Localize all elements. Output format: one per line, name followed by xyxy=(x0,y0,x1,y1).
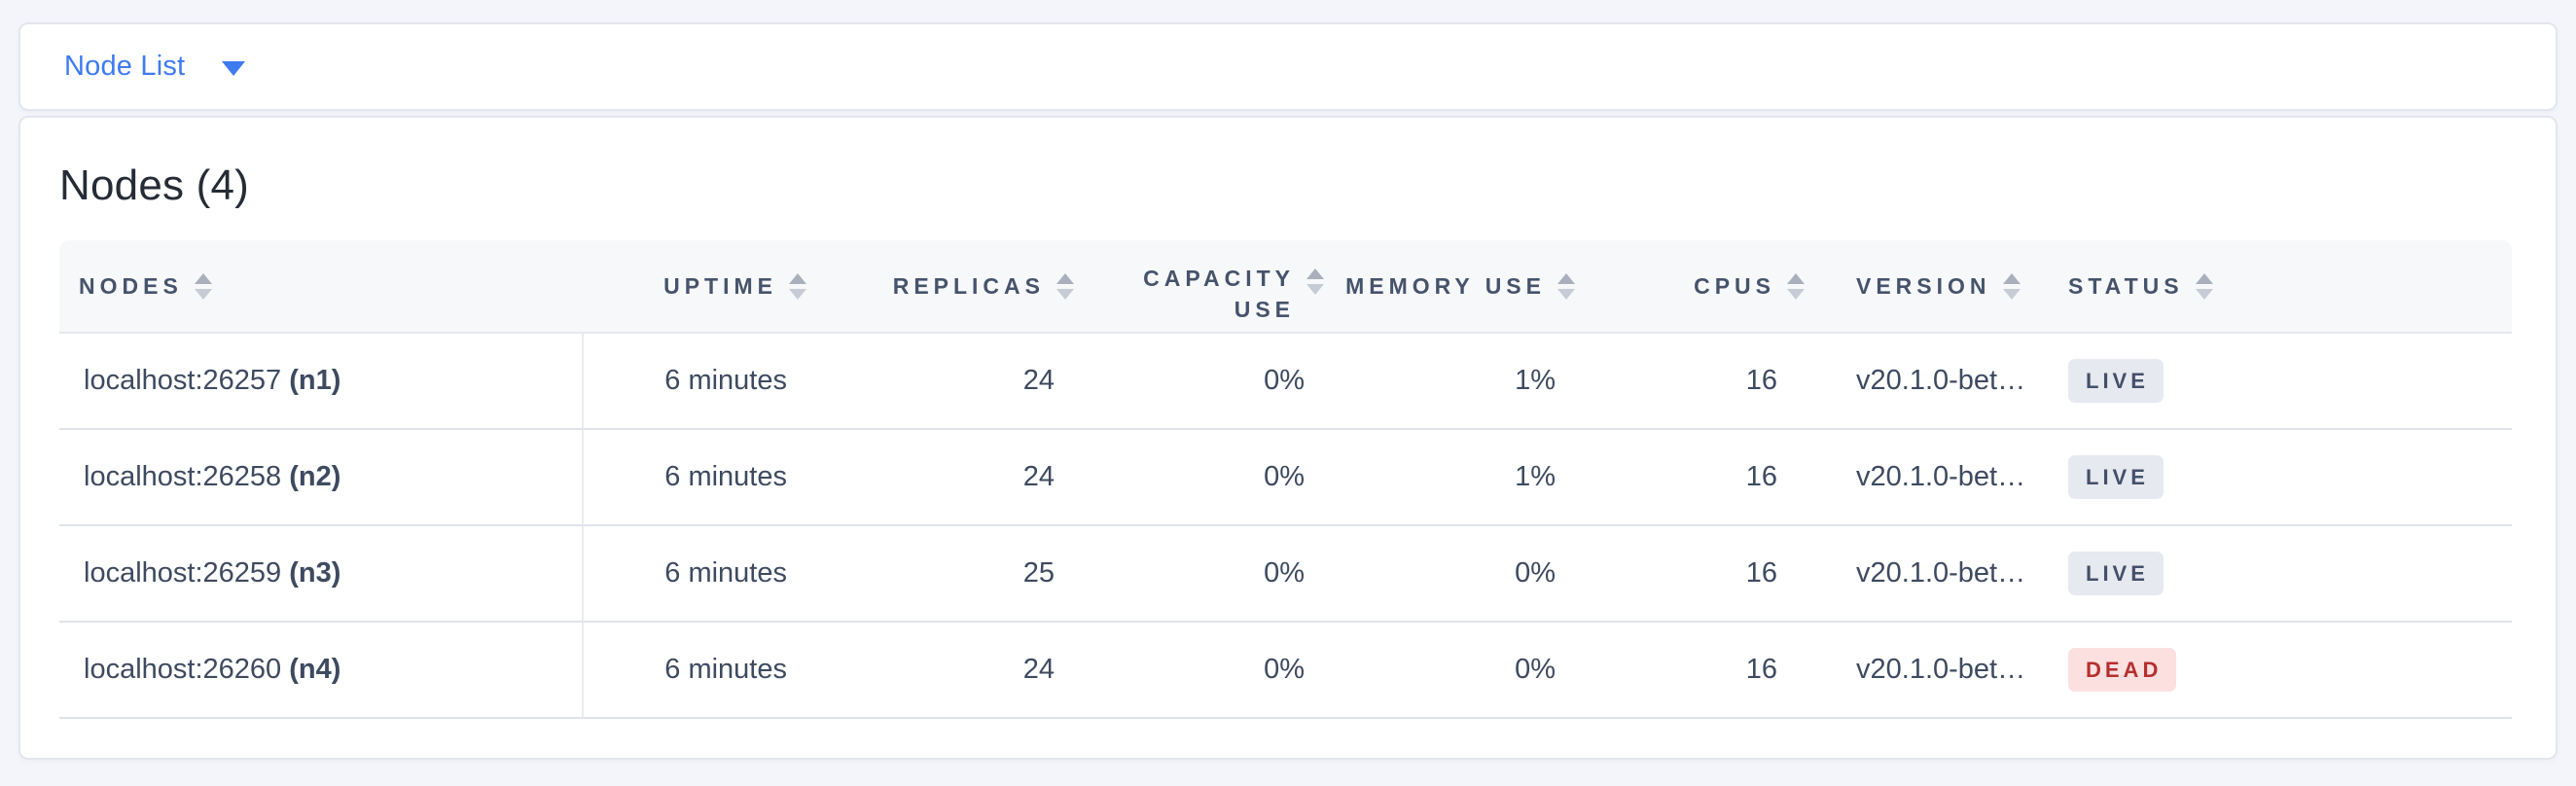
view-selector-label: Node List xyxy=(64,51,186,82)
column-label: CPUS xyxy=(1694,272,1775,299)
sort-icon xyxy=(789,272,806,300)
status-badge: LIVE xyxy=(2068,455,2164,499)
node-id: (n1) xyxy=(289,365,341,396)
cell-memory-use: 0% xyxy=(1324,623,1575,719)
column-label: REPLICAS xyxy=(892,272,1045,299)
table-header-row: NODES UPTIME REPLICAS CAPACITY USE xyxy=(59,240,2512,334)
column-label: MEMORY USE xyxy=(1345,272,1546,299)
table-row: localhost:26258 (n2) 6 minutes 24 0% 1% … xyxy=(59,430,2512,526)
status-badge: DEAD xyxy=(2068,648,2177,692)
sort-icon xyxy=(2195,272,2213,300)
chevron-down-icon xyxy=(222,61,246,76)
cell-replicas: 24 xyxy=(806,334,1074,430)
cell-uptime: 6 minutes xyxy=(584,430,806,526)
column-header-replicas[interactable]: REPLICAS xyxy=(806,240,1074,334)
sort-icon xyxy=(2002,272,2021,300)
sort-icon xyxy=(1557,272,1575,300)
column-header-capacity-use[interactable]: CAPACITY USE xyxy=(1074,240,1324,334)
cell-replicas: 24 xyxy=(806,430,1074,526)
column-header-nodes[interactable]: NODES xyxy=(59,240,584,334)
node-id: (n4) xyxy=(289,654,341,685)
cell-version: v20.1.0-bet… xyxy=(1816,623,2050,719)
cell-memory-use: 0% xyxy=(1324,526,1575,623)
node-id: (n3) xyxy=(289,557,341,589)
cell-capacity-use: 0% xyxy=(1074,526,1324,623)
view-selector-dropdown[interactable]: Node List xyxy=(64,51,246,83)
column-header-version[interactable]: VERSION xyxy=(1816,240,2050,334)
cell-status: LIVE xyxy=(2050,334,2512,430)
column-label: NODES xyxy=(79,272,183,299)
cell-replicas: 24 xyxy=(806,623,1074,719)
cell-node-name: localhost:26258 (n2) xyxy=(59,430,584,526)
sort-icon xyxy=(1056,272,1074,300)
cell-status: LIVE xyxy=(2050,430,2512,526)
column-header-status[interactable]: STATUS xyxy=(2050,240,2512,334)
nodes-card: Nodes (4) NODES UPTIME xyxy=(18,116,2558,760)
cell-version: v20.1.0-bet… xyxy=(1816,334,2050,430)
sort-icon xyxy=(1787,272,1805,300)
column-label: STATUS xyxy=(2068,272,2184,299)
cell-capacity-use: 0% xyxy=(1074,334,1324,430)
column-label: UPTIME xyxy=(663,272,777,299)
cell-status: DEAD xyxy=(2050,623,2512,719)
cell-status: LIVE xyxy=(2050,526,2512,623)
cell-capacity-use: 0% xyxy=(1074,623,1324,719)
cell-node-name: localhost:26259 (n3) xyxy=(59,526,584,623)
column-label: CAPACITY USE xyxy=(1143,266,1295,322)
column-label: VERSION xyxy=(1856,272,1991,299)
sort-icon xyxy=(1306,268,1324,296)
cell-uptime: 6 minutes xyxy=(584,334,806,430)
status-badge: LIVE xyxy=(2068,359,2164,403)
page-title: Nodes (4) xyxy=(59,161,249,209)
table-row: localhost:26260 (n4) 6 minutes 24 0% 0% … xyxy=(59,623,2512,719)
cell-version: v20.1.0-bet… xyxy=(1816,526,2050,623)
cell-uptime: 6 minutes xyxy=(584,623,806,719)
node-id: (n2) xyxy=(289,461,341,492)
status-badge: LIVE xyxy=(2068,552,2164,595)
cell-cpus: 16 xyxy=(1575,526,1816,623)
table-row: localhost:26259 (n3) 6 minutes 25 0% 0% … xyxy=(59,526,2512,623)
cell-replicas: 25 xyxy=(806,526,1074,623)
cell-version: v20.1.0-bet… xyxy=(1816,430,2050,526)
cell-memory-use: 1% xyxy=(1324,430,1575,526)
table-row: localhost:26257 (n1) 6 minutes 24 0% 1% … xyxy=(59,334,2512,430)
cell-cpus: 16 xyxy=(1575,430,1816,526)
column-header-cpus[interactable]: CPUS xyxy=(1575,240,1816,334)
cell-node-name: localhost:26260 (n4) xyxy=(59,623,584,719)
cell-capacity-use: 0% xyxy=(1074,430,1324,526)
view-selector-bar: Node List xyxy=(18,22,2558,111)
nodes-table: NODES UPTIME REPLICAS CAPACITY USE xyxy=(59,240,2512,719)
column-header-uptime[interactable]: UPTIME xyxy=(584,240,806,334)
column-header-memory-use[interactable]: MEMORY USE xyxy=(1324,240,1575,334)
cell-cpus: 16 xyxy=(1575,623,1816,719)
cell-uptime: 6 minutes xyxy=(584,526,806,623)
cell-node-name: localhost:26257 (n1) xyxy=(59,334,584,430)
cell-memory-use: 1% xyxy=(1324,334,1575,430)
sort-icon xyxy=(194,272,212,300)
cell-cpus: 16 xyxy=(1575,334,1816,430)
